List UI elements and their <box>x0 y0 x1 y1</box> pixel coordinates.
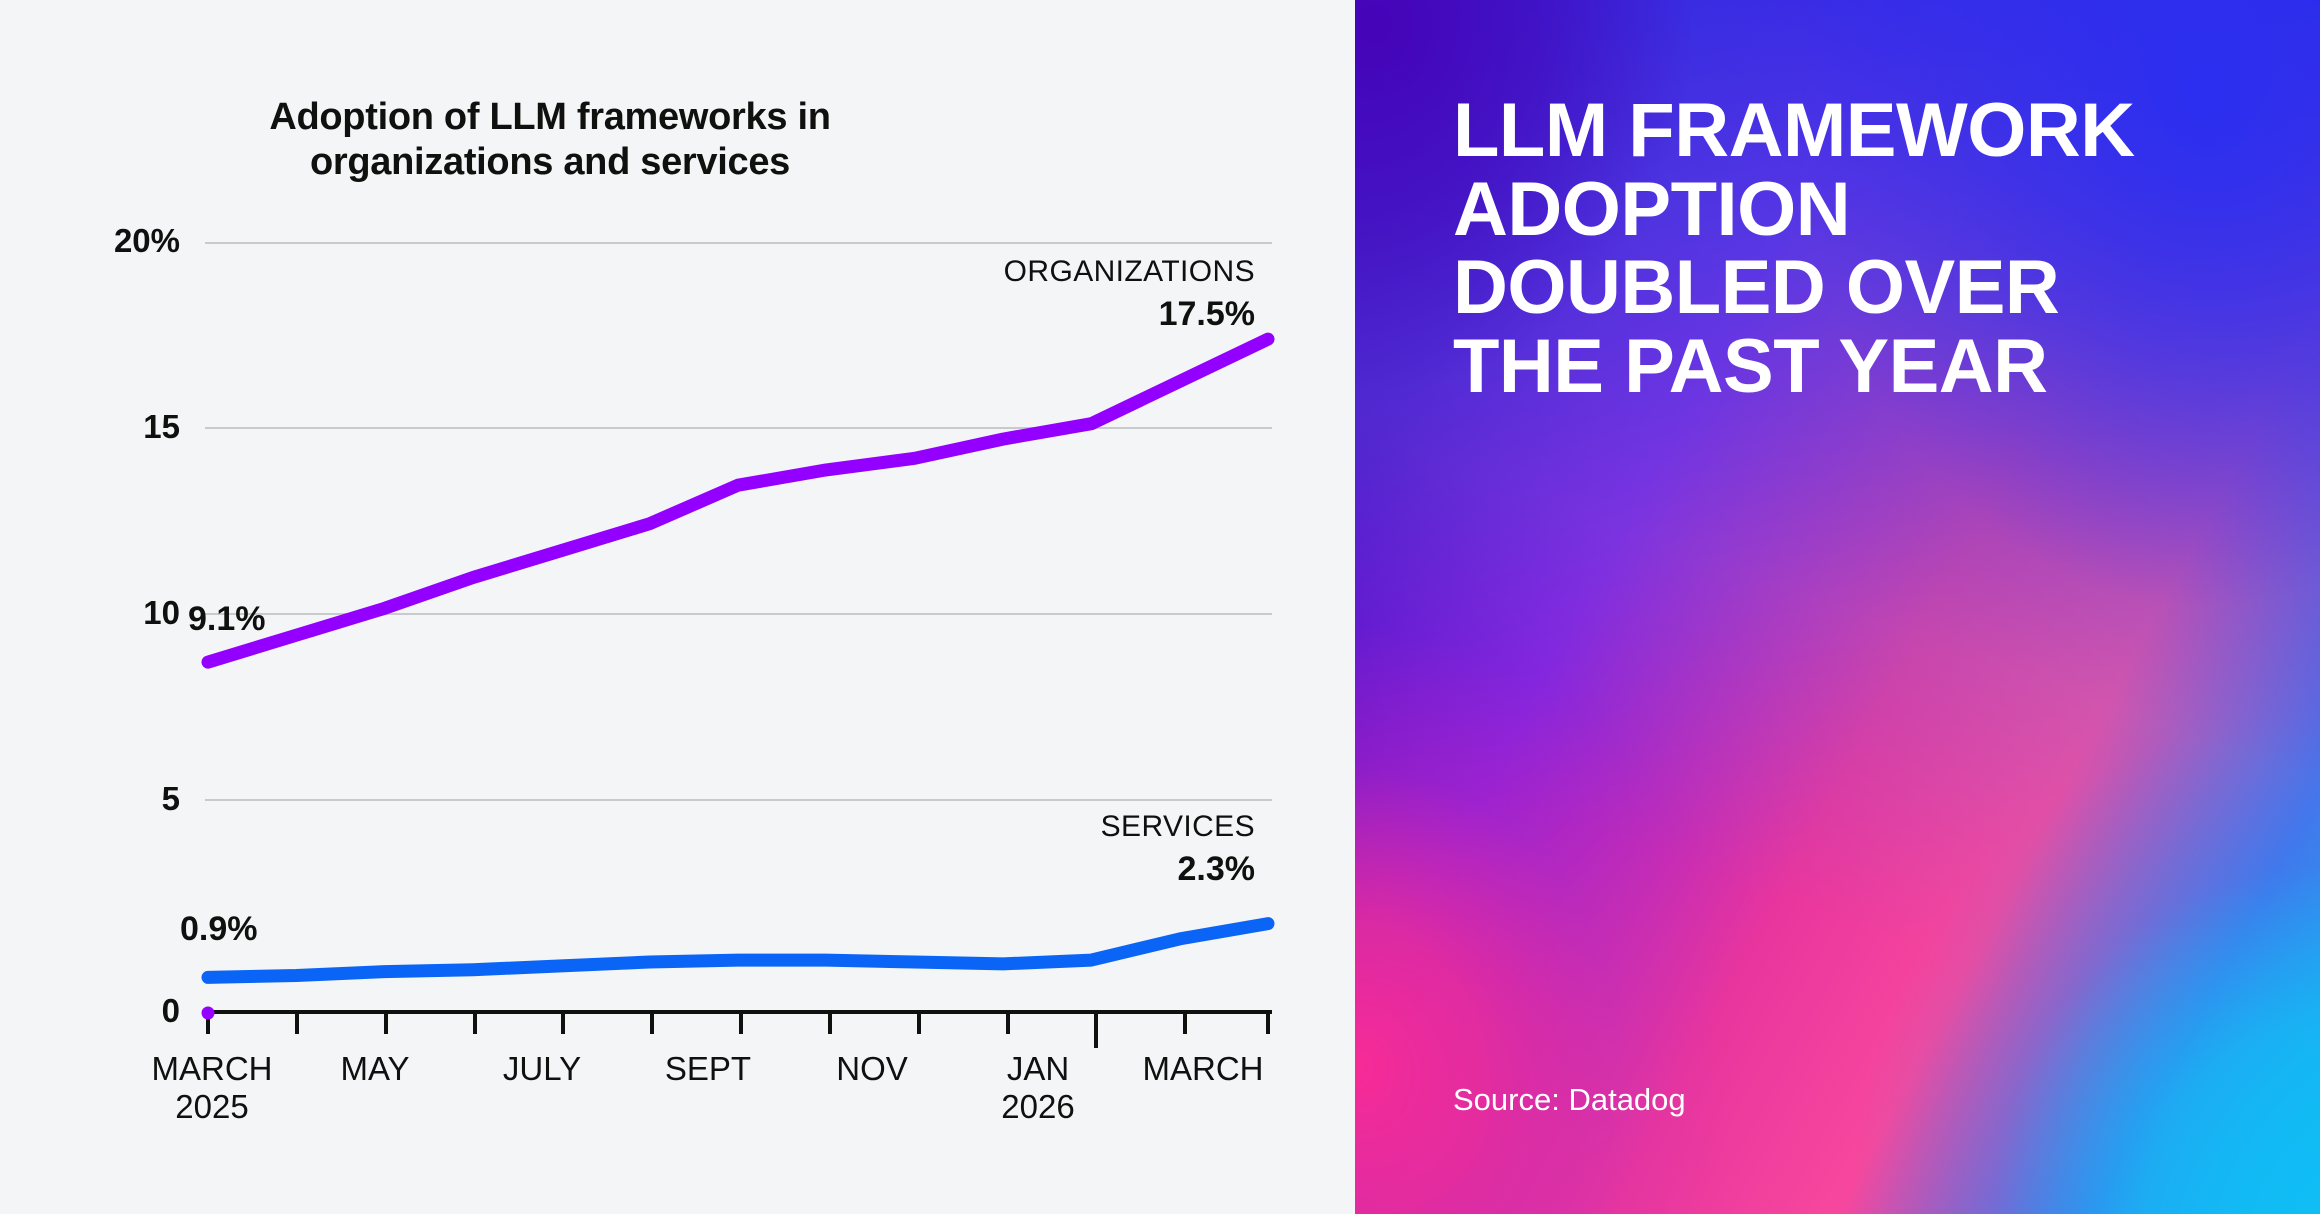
x-tick-year: 2025 <box>175 1087 249 1125</box>
x-tick-label-march-2025: MARCH 2025 <box>82 1050 342 1126</box>
series-label-services: SERVICES <box>1100 810 1255 843</box>
chart-title-line-1: Adoption of LLM frameworks in <box>269 96 831 138</box>
series-path-organizations <box>201 332 1275 669</box>
x-tick-year: 2026 <box>1001 1087 1075 1125</box>
x-tick-month: NOV <box>836 1050 908 1087</box>
series-start-value-services: 0.9% <box>180 910 258 948</box>
hero-headline-line-2: ADOPTION <box>1453 166 1851 252</box>
hero-headline: LLM FRAMEWORK ADOPTION DOUBLED OVER THE … <box>1453 88 2253 409</box>
x-tick-month: SEPT <box>664 1050 752 1087</box>
hero-headline-line-4: THE PAST YEAR <box>1453 323 2048 409</box>
y-tick-label-20: 20% <box>113 222 180 259</box>
chart-plot-area <box>201 242 1275 1048</box>
y-tick-label-0: 0 <box>161 992 180 1029</box>
x-tick-label-sept: SEPT <box>578 1050 838 1088</box>
hero-headline-line-1: LLM FRAMEWORK <box>1453 88 2135 173</box>
chart-title-line-2: organizations and services <box>309 140 791 183</box>
hero-gradient-background <box>1355 0 2320 1214</box>
gradient-layer-indigo-glow <box>1355 0 2320 1214</box>
series-end-value-organizations: 17.5% <box>1158 295 1255 333</box>
source-attribution: Source: Datadog <box>1453 1082 1686 1117</box>
hero-panel: LLM FRAMEWORK ADOPTION DOUBLED OVER THE … <box>1355 0 2320 1214</box>
x-tick-month: MAY <box>340 1050 410 1087</box>
y-tick-label-10: 10 <box>143 594 180 631</box>
x-tick-label-july: JULY <box>412 1050 672 1088</box>
x-tick-label-jan-2026: JAN 2026 <box>908 1050 1168 1126</box>
x-tick-month: MARCH <box>151 1050 273 1087</box>
chart-panel: Adoption of LLM frameworks in organizati… <box>82 95 1333 1126</box>
x-tick-month: MARCH <box>1142 1050 1264 1087</box>
x-tick-month: JAN <box>1006 1050 1070 1087</box>
y-tick-label-5: 5 <box>161 780 180 817</box>
hero-headline-line-3: DOUBLED OVER <box>1453 245 2060 331</box>
series-label-organizations: ORGANIZATIONS <box>1003 255 1255 288</box>
x-axis-ticks <box>206 1012 1270 1048</box>
series-path-services <box>201 917 1275 984</box>
series-end-value-services: 2.3% <box>1177 850 1256 888</box>
series-start-value-organizations: 9.1% <box>188 600 266 638</box>
x-tick-label-may: MAY <box>245 1050 505 1088</box>
x-tick-month: JULY <box>502 1050 582 1087</box>
x-tick-label-march-2026: MARCH <box>1073 1050 1333 1088</box>
chart-title: Adoption of LLM frameworks in organizati… <box>150 95 950 185</box>
y-tick-label-15: 15 <box>143 408 180 445</box>
x-tick-label-nov: NOV <box>742 1050 1002 1088</box>
